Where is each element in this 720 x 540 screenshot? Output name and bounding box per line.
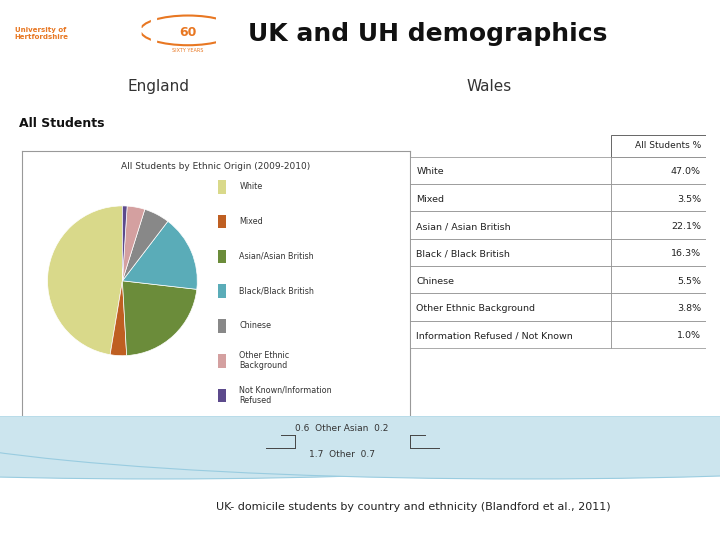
Bar — [218, 354, 227, 368]
Bar — [218, 389, 227, 402]
Wedge shape — [122, 206, 127, 281]
Text: Mixed: Mixed — [416, 195, 444, 204]
Bar — [218, 249, 227, 263]
Text: White: White — [239, 183, 263, 191]
Text: 1.0%: 1.0% — [677, 331, 701, 340]
Bar — [410, 321, 611, 348]
Text: Wales: Wales — [467, 79, 512, 94]
Text: 22.1%: 22.1% — [671, 222, 701, 231]
Text: Mixed: Mixed — [239, 217, 263, 226]
Wedge shape — [122, 210, 168, 281]
Bar — [218, 180, 227, 194]
Text: All Students by Ethnic Origin (2009-2010): All Students by Ethnic Origin (2009-2010… — [122, 162, 310, 171]
Bar — [410, 157, 611, 184]
Wedge shape — [122, 221, 197, 289]
Text: 0.6  Other Asian  0.2: 0.6 Other Asian 0.2 — [295, 424, 389, 433]
Text: Other Ethnic
Background: Other Ethnic Background — [239, 351, 289, 370]
Bar — [611, 184, 706, 212]
Text: UK- domicile students by country and ethnicity (Blandford et al., 2011): UK- domicile students by country and eth… — [216, 502, 611, 512]
Bar — [410, 293, 611, 321]
Bar — [218, 319, 227, 333]
Wedge shape — [110, 281, 127, 356]
Text: SIXTY YEARS: SIXTY YEARS — [172, 48, 204, 53]
Bar — [611, 239, 706, 266]
Bar — [218, 285, 227, 298]
Text: All Students %: All Students % — [634, 141, 701, 151]
Wedge shape — [122, 281, 197, 355]
Text: 60: 60 — [179, 26, 197, 39]
Text: Other Ethnic Background: Other Ethnic Background — [416, 304, 535, 313]
Bar — [611, 157, 706, 184]
Text: Black / Black British: Black / Black British — [416, 249, 510, 258]
Bar — [218, 215, 227, 228]
Text: England: England — [127, 79, 189, 94]
Wedge shape — [48, 206, 122, 355]
Bar — [2, 10, 80, 57]
Text: Chinese: Chinese — [239, 321, 271, 330]
Bar — [410, 212, 611, 239]
Bar — [410, 184, 611, 212]
Text: Not Known/Information
Refused: Not Known/Information Refused — [239, 386, 332, 405]
Text: 47.0%: 47.0% — [671, 167, 701, 177]
Bar — [611, 135, 706, 157]
Text: Chinese: Chinese — [416, 276, 454, 286]
Text: UH: UH — [107, 17, 161, 50]
Bar — [611, 212, 706, 239]
Bar — [611, 266, 706, 293]
Wedge shape — [122, 206, 145, 281]
Text: Asian/Asian British: Asian/Asian British — [239, 252, 314, 261]
Text: 5.5%: 5.5% — [677, 276, 701, 286]
Bar — [611, 321, 706, 348]
Wedge shape — [0, 416, 720, 479]
Text: University of
Hertfordshire: University of Hertfordshire — [14, 27, 68, 40]
Text: Black/Black British: Black/Black British — [239, 287, 314, 296]
Text: 3.8%: 3.8% — [677, 304, 701, 313]
Text: Information Refused / Not Known: Information Refused / Not Known — [416, 331, 573, 340]
Text: Asian / Asian British: Asian / Asian British — [416, 222, 511, 231]
Text: All Students: All Students — [19, 117, 104, 130]
Bar — [410, 266, 611, 293]
Text: UK and UH demographics: UK and UH demographics — [248, 22, 608, 46]
Text: White: White — [416, 167, 444, 177]
Bar — [611, 293, 706, 321]
Text: 16.3%: 16.3% — [671, 249, 701, 258]
Text: 1.7  Other  0.7: 1.7 Other 0.7 — [309, 450, 375, 459]
Wedge shape — [0, 416, 720, 479]
Bar — [410, 239, 611, 266]
Text: 3.5%: 3.5% — [677, 195, 701, 204]
